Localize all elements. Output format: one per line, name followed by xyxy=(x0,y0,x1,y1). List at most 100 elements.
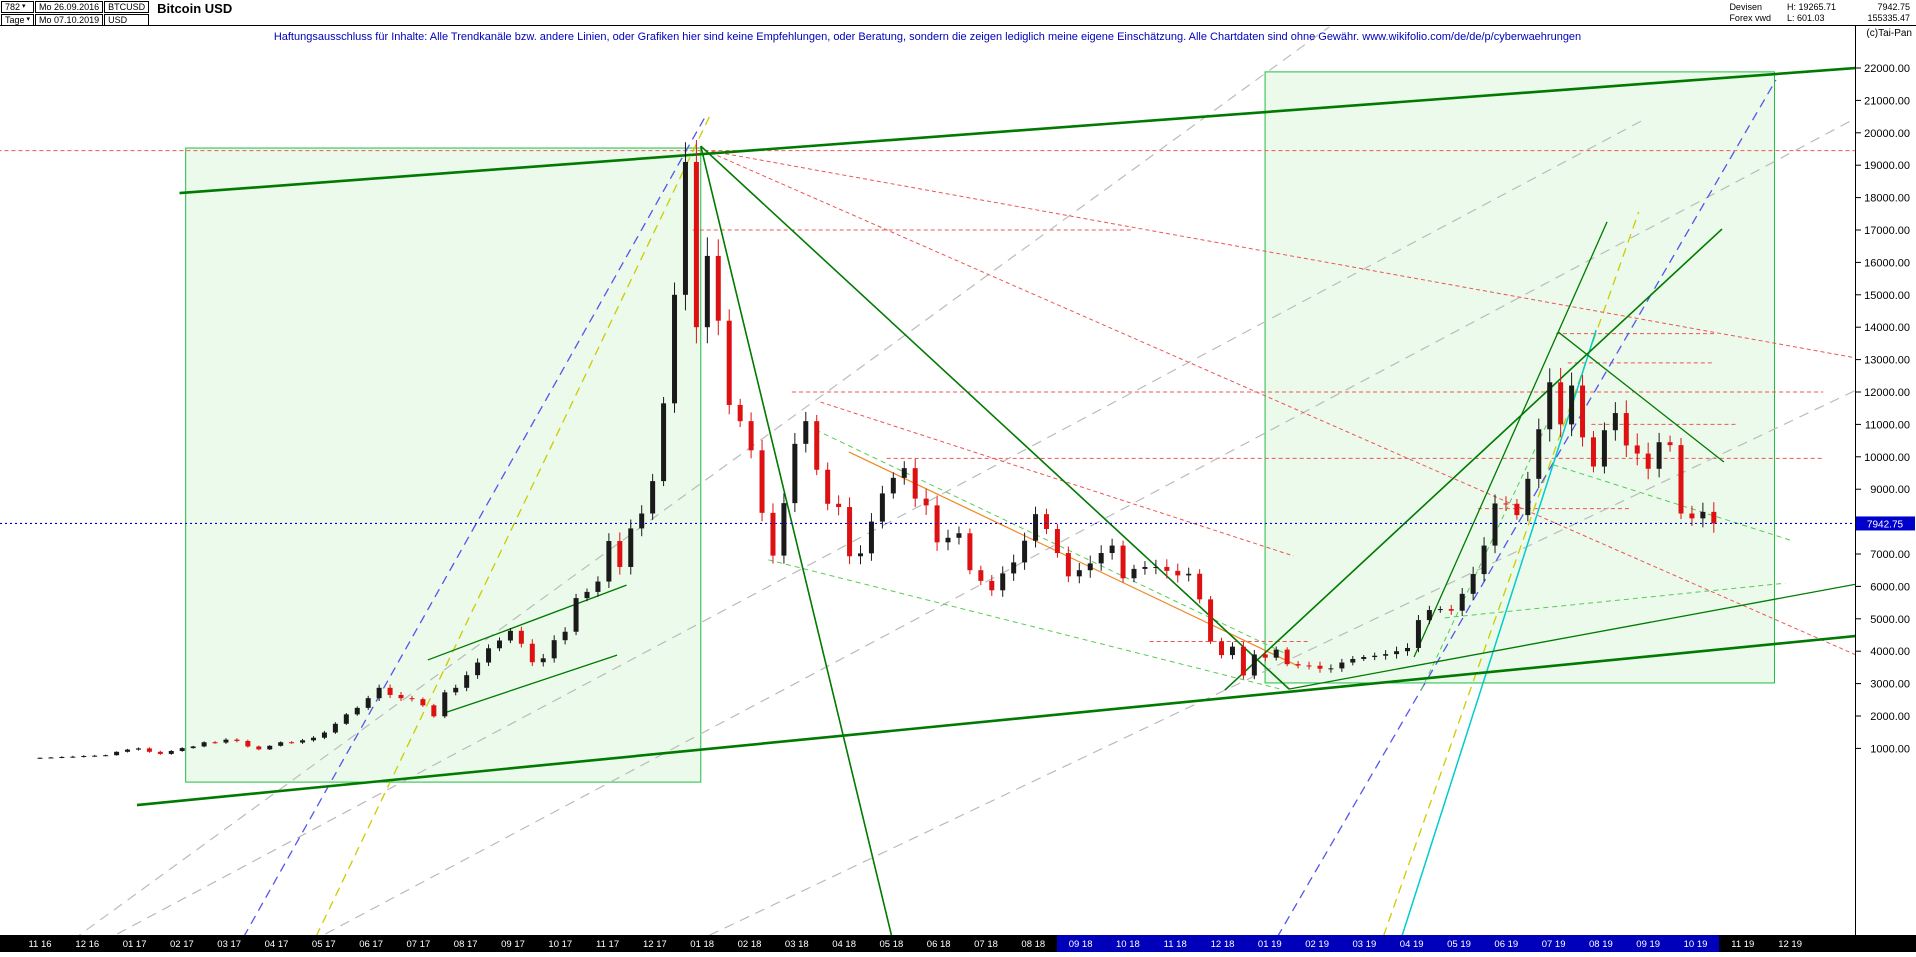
candle-body xyxy=(59,756,65,758)
price-tick-label: 11000.00 xyxy=(1865,419,1910,431)
candle-body xyxy=(1492,503,1498,546)
candle-body xyxy=(1054,529,1060,554)
candle-body xyxy=(1601,430,1607,467)
month-label: 09 17 xyxy=(501,939,525,950)
trend-line xyxy=(427,584,627,661)
candle-body xyxy=(1197,573,1203,600)
price-tick-label: 1000.00 xyxy=(1870,743,1910,755)
candle-body xyxy=(245,740,251,747)
price-tick-label: 4000.00 xyxy=(1870,646,1910,658)
candle-body xyxy=(1043,514,1049,530)
candle-body xyxy=(1153,566,1159,568)
price-tick-label: 19000.00 xyxy=(1864,160,1910,172)
candle-body xyxy=(125,749,131,752)
candle-body xyxy=(464,675,470,688)
candle-body xyxy=(1536,429,1542,479)
candle-body xyxy=(343,714,349,724)
last-price: 7942.75 xyxy=(1877,2,1910,12)
bars-count-dropdown[interactable]: 782 ▾ xyxy=(1,1,35,13)
period-value: Tage xyxy=(5,15,25,25)
candle-body xyxy=(70,756,76,758)
month-label: 09 19 xyxy=(1636,939,1660,950)
candle-body xyxy=(1514,503,1520,516)
candle-body xyxy=(1262,654,1268,658)
trend-line xyxy=(1413,221,1608,658)
candle-body xyxy=(814,421,820,470)
candle-body xyxy=(967,533,973,571)
candle-body xyxy=(475,662,481,676)
price-tick-label: 16000.00 xyxy=(1864,257,1910,269)
candle-body xyxy=(1459,593,1465,611)
price-tick-label: 20000.00 xyxy=(1864,128,1910,140)
month-label: 01 19 xyxy=(1258,939,1282,950)
candle-body xyxy=(1426,610,1432,621)
candle-body xyxy=(1470,574,1476,594)
candle-body xyxy=(770,512,776,556)
month-label: 07 19 xyxy=(1542,939,1566,950)
candle-body xyxy=(595,581,601,592)
price-tick-label: 18000.00 xyxy=(1864,193,1910,205)
candle-body xyxy=(332,723,338,733)
currency-code: USD xyxy=(104,14,150,26)
price-tick-label: 15000.00 xyxy=(1864,290,1910,302)
month-label: 10 18 xyxy=(1116,939,1140,950)
candle-body xyxy=(256,746,262,750)
candle-body xyxy=(92,755,98,757)
trend-line xyxy=(820,401,1294,557)
candle-body xyxy=(114,751,120,756)
month-label: 05 19 xyxy=(1447,939,1471,950)
month-label: 10 17 xyxy=(548,939,572,950)
candle-body xyxy=(146,748,152,752)
trendlines-layer xyxy=(78,27,1855,935)
month-label: 11 17 xyxy=(596,939,619,950)
price-tick-label: 22000.00 xyxy=(1864,63,1910,75)
candle-body xyxy=(1569,385,1575,425)
price-tick-label: 3000.00 xyxy=(1870,679,1910,691)
price-tick-label: 7000.00 xyxy=(1870,549,1910,561)
trend-line xyxy=(446,654,618,713)
chevron-down-icon: ▾ xyxy=(26,16,31,23)
candle-body xyxy=(1350,658,1356,663)
trend-line xyxy=(1401,329,1597,935)
month-label: 12 17 xyxy=(643,939,667,950)
candle-body xyxy=(1306,665,1312,667)
trend-line xyxy=(136,634,1855,807)
month-label: 11 18 xyxy=(1164,939,1187,950)
month-label: 04 19 xyxy=(1400,939,1424,950)
price-tick-label: 14000.00 xyxy=(1864,322,1910,334)
candle-body xyxy=(617,541,623,567)
candle-body xyxy=(1186,573,1192,576)
candle-body xyxy=(1394,651,1400,655)
candle-body xyxy=(792,443,798,504)
candle-body xyxy=(1689,513,1695,519)
trend-line xyxy=(1444,582,1786,619)
candle-body xyxy=(1109,545,1115,554)
badge-value: 7942.75 xyxy=(1867,519,1904,530)
month-label: 08 17 xyxy=(454,939,478,950)
candle-body xyxy=(1065,553,1071,577)
instrument-title: Bitcoin USD xyxy=(157,1,233,16)
month-label: 03 19 xyxy=(1353,939,1377,950)
trend-line xyxy=(1224,228,1723,691)
time-axis-highlight xyxy=(1056,935,1720,952)
month-label: 06 19 xyxy=(1494,939,1518,950)
candle-body xyxy=(639,513,645,529)
candle-body xyxy=(1623,413,1629,446)
month-label: 04 17 xyxy=(265,939,289,950)
candle-body xyxy=(1405,647,1410,652)
month-label: 08 19 xyxy=(1589,939,1613,950)
turnover: 155335.47 xyxy=(1867,13,1910,23)
candle-body xyxy=(682,161,688,295)
candle-body xyxy=(1678,445,1684,514)
candle-body xyxy=(278,742,284,746)
candle-body xyxy=(1580,385,1586,438)
candle-body xyxy=(1000,573,1006,591)
candle-body xyxy=(1142,566,1148,569)
period-dropdown[interactable]: Tage ▾ xyxy=(1,14,35,26)
candle-body xyxy=(1503,503,1509,505)
time-axis: 11 16 12 16 01 17 02 17 03 17 04 17 05 17 06 17… xyxy=(0,935,1916,952)
trend-line xyxy=(179,66,1855,195)
month-label: 05 18 xyxy=(880,939,904,950)
